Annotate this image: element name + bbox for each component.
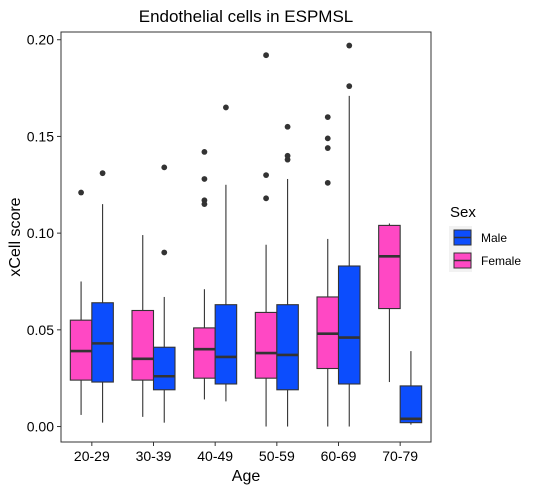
legend: Sex Male Female [449, 204, 521, 272]
outlier-point [324, 114, 331, 120]
outlier-point [284, 152, 291, 159]
outlier-point [284, 123, 291, 130]
y-tick-label: 0.15 [27, 128, 54, 144]
male-box-70-79 [399, 351, 423, 425]
male-box-30-39 [152, 164, 176, 423]
outlier-point [324, 145, 331, 151]
y-tick-label: 0.00 [27, 419, 54, 435]
iqr-box [254, 311, 278, 379]
y-axis: 0.00 0.05 0.10 0.15 0.20 [27, 32, 61, 435]
boxes-layer [69, 42, 423, 427]
x-tick-label: 20-29 [74, 448, 110, 464]
iqr-box [193, 327, 216, 379]
male-box-50-59 [276, 123, 299, 427]
x-tick-label: 70-79 [382, 448, 418, 464]
legend-title: Sex [450, 204, 476, 221]
iqr-box [131, 309, 155, 381]
outlier-point [161, 249, 168, 256]
male-box-60-69 [337, 42, 361, 427]
iqr-box [337, 265, 361, 385]
outlier-point [263, 195, 269, 202]
outlier-point [223, 104, 229, 111]
outlier-point [263, 172, 269, 179]
female-box-50-59 [254, 52, 278, 427]
y-tick-label: 0.05 [27, 322, 54, 338]
x-tick-label: 50-59 [259, 448, 295, 464]
x-tick-label: 60-69 [321, 448, 357, 464]
plot-panel [60, 31, 432, 443]
outlier-point [324, 179, 331, 186]
y-tick-label: 0.20 [27, 32, 54, 48]
legend-label-male: Male [481, 231, 507, 245]
outlier-point [263, 52, 269, 59]
female-box-20-29 [69, 189, 93, 415]
x-tick-label: 40-49 [197, 448, 233, 464]
outlier-point [346, 83, 353, 90]
outlier-point [78, 189, 84, 196]
male-box-20-29 [91, 170, 114, 423]
outlier-point [99, 170, 106, 177]
female-box-30-39 [131, 235, 155, 417]
iqr-box [214, 304, 238, 385]
outlier-point [346, 42, 353, 49]
outlier-point [324, 135, 331, 142]
outlier-point [201, 176, 208, 182]
x-axis: 20-29 30-39 40-49 50-59 60-69 70-79 [74, 442, 418, 464]
iqr-box [276, 304, 299, 391]
outlier-point [161, 164, 168, 171]
legend-label-female: Female [481, 254, 521, 268]
female-box-60-69 [316, 114, 340, 427]
iqr-box [152, 346, 176, 391]
iqr-box [378, 224, 401, 310]
male-box-40-49 [214, 104, 238, 402]
x-tick-label: 30-39 [136, 448, 172, 464]
female-box-70-79 [378, 223, 401, 383]
iqr-box [399, 385, 423, 424]
chart-title: Endothelial cells in ESPMSL [139, 7, 354, 26]
outlier-point [201, 197, 208, 204]
y-tick-label: 0.10 [27, 225, 54, 241]
outlier-point [201, 149, 208, 155]
y-axis-title: xCell score [7, 197, 24, 276]
x-axis-title: Age [232, 468, 261, 485]
